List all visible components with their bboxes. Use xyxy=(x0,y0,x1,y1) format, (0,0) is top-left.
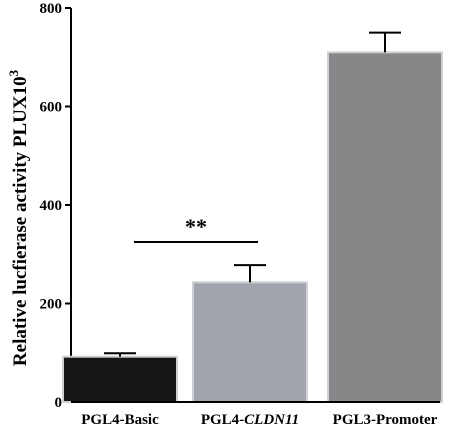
y-axis-label-superscript: 3 xyxy=(6,69,21,76)
y-axis-label-main: Relative lucfierase activity PLUX10 xyxy=(10,76,31,366)
y-axis: 0 200 400 600 800 xyxy=(40,1,72,411)
bar-3 xyxy=(327,51,443,403)
bars xyxy=(62,51,443,404)
y-tick-label: 400 xyxy=(40,198,63,214)
x-axis: PGL4-Basic PGL4-CLDN11 PGL3-Promoter xyxy=(71,401,440,428)
significance-annotation: ** xyxy=(134,214,258,243)
x-category-label: PGL4-CLDN11 xyxy=(201,412,299,428)
x-category-label: PGL4-Basic xyxy=(81,412,159,428)
y-tick-label: 600 xyxy=(40,100,63,116)
error-bars xyxy=(104,31,401,357)
bar-2 xyxy=(192,281,308,404)
y-tick-label: 200 xyxy=(40,297,63,313)
y-tick-label: 800 xyxy=(40,1,63,17)
y-tick-label: 0 xyxy=(55,395,63,411)
x-category-label: PGL3-Promoter xyxy=(333,412,438,428)
y-axis-label: Relative lucfierase activity PLUX103 xyxy=(6,69,31,366)
significance-stars: ** xyxy=(185,214,207,239)
bar-1 xyxy=(62,355,178,404)
